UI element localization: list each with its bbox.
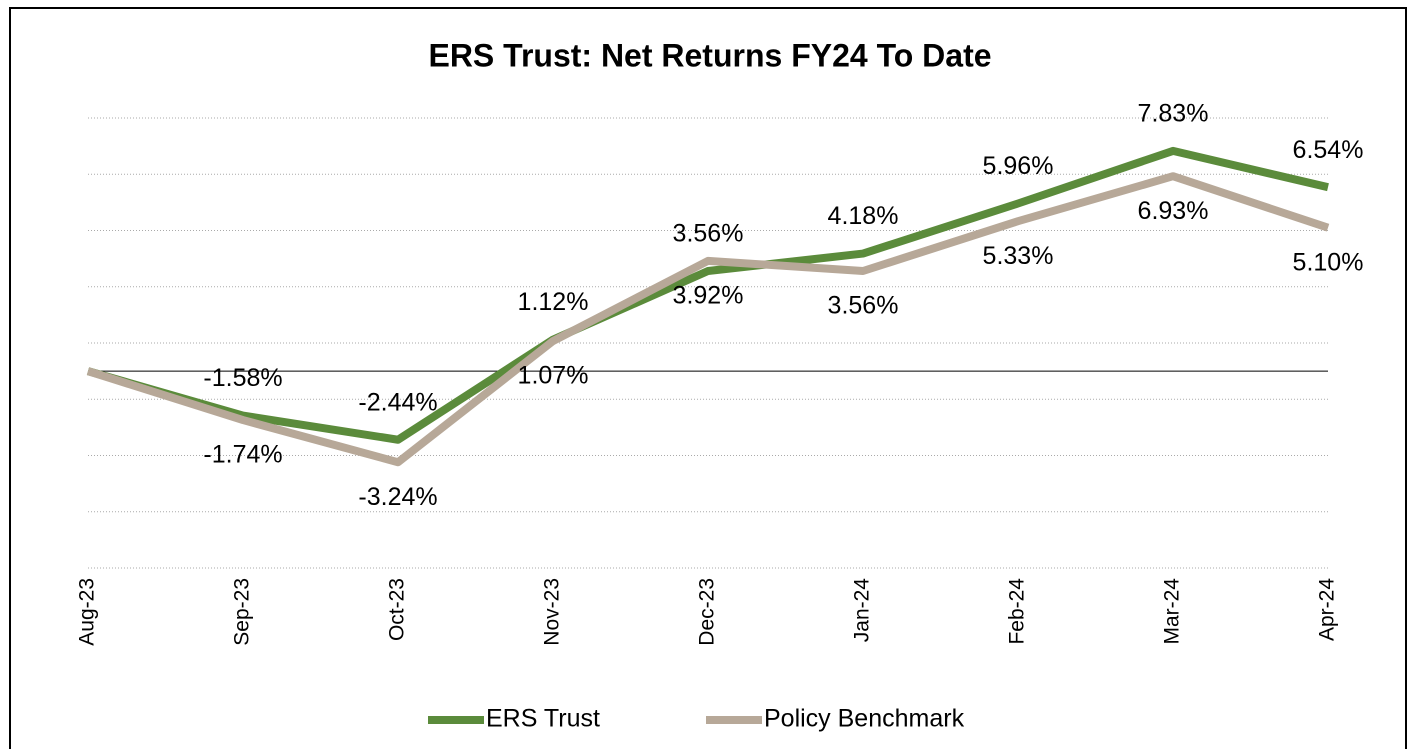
legend-label: ERS Trust — [486, 705, 600, 733]
x-tick-label: Nov-23 — [541, 578, 564, 646]
x-tick-label: Feb-24 — [1006, 578, 1029, 645]
data-label: 6.54% — [1293, 136, 1364, 164]
data-label: 1.12% — [518, 288, 589, 316]
x-tick-label: Apr-24 — [1316, 578, 1339, 641]
legend-label: Policy Benchmark — [764, 705, 965, 733]
data-label: -2.44% — [358, 388, 437, 416]
series-line — [86, 146, 1329, 444]
x-tick-label: Jan-24 — [851, 578, 874, 643]
data-label: 3.56% — [828, 292, 899, 320]
data-label: 4.18% — [828, 202, 899, 230]
x-tick-label: Dec-23 — [696, 578, 719, 646]
x-tick-label: Oct-23 — [386, 578, 409, 641]
data-label: 5.96% — [983, 152, 1054, 180]
data-label: 6.93% — [1138, 197, 1209, 225]
data-label: 5.33% — [983, 242, 1054, 270]
x-tick-label: Sep-23 — [231, 578, 254, 646]
series-line — [86, 172, 1330, 467]
data-label: 7.83% — [1138, 100, 1209, 128]
chart-border — [9, 7, 1407, 749]
data-label: 3.92% — [673, 281, 744, 309]
x-tick-label: Aug-23 — [76, 578, 99, 646]
x-tick-label: Mar-24 — [1161, 578, 1184, 645]
chart-title: ERS Trust: Net Returns FY24 To Date — [428, 37, 991, 73]
data-label: -3.24% — [358, 483, 437, 511]
data-label: 5.10% — [1293, 248, 1364, 276]
data-label: -1.58% — [203, 364, 282, 392]
data-label: 3.56% — [673, 220, 744, 248]
data-label: 1.07% — [518, 362, 589, 390]
data-label: -1.74% — [203, 441, 282, 469]
